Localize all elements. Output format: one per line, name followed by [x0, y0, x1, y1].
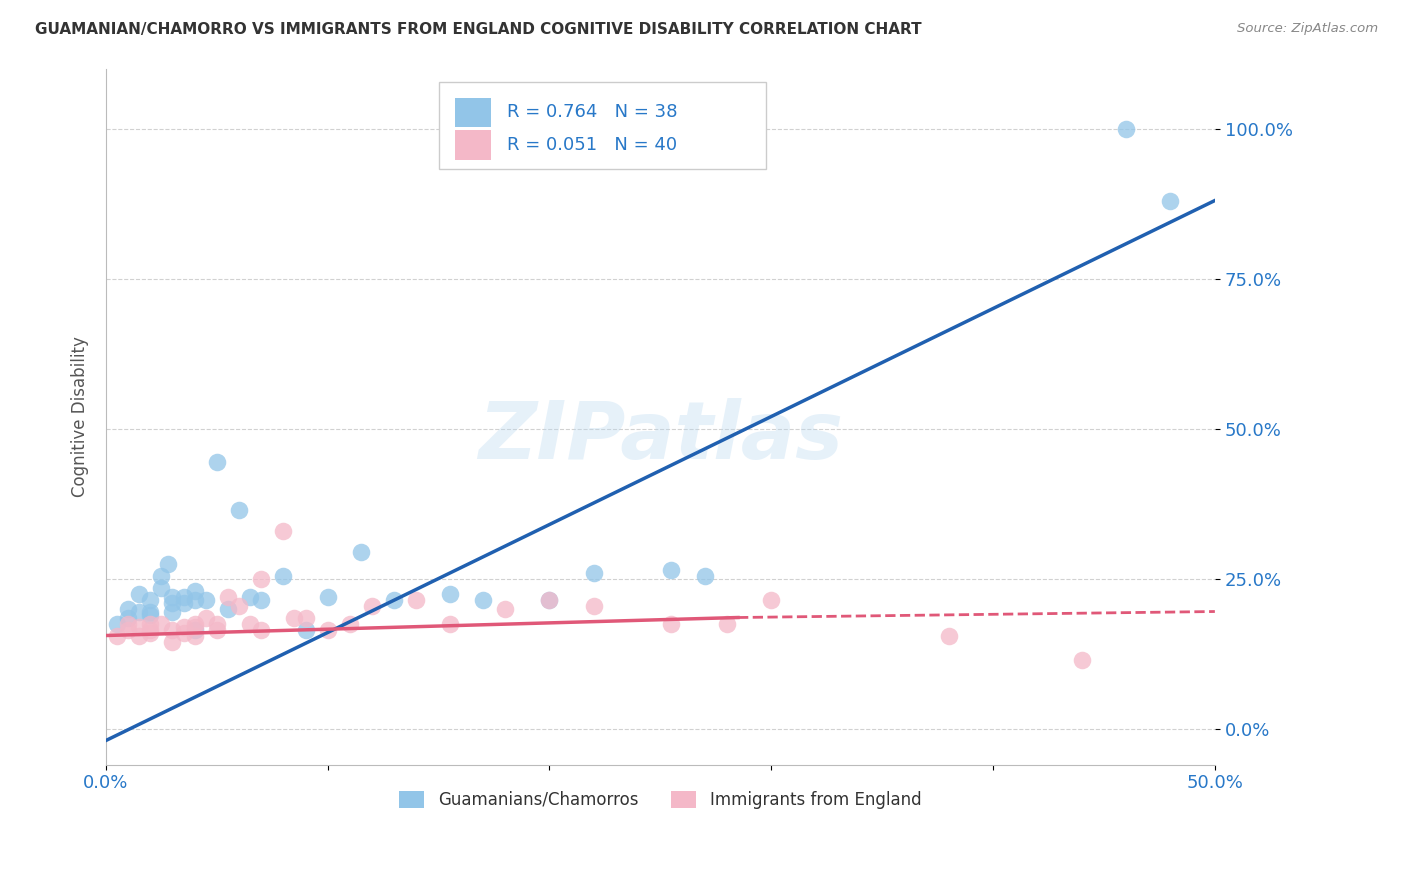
Y-axis label: Cognitive Disability: Cognitive Disability: [72, 336, 89, 497]
Point: [405, 592, 427, 607]
Point: [661, 616, 683, 631]
Point: [162, 590, 184, 604]
Point: [283, 610, 305, 624]
Point: [139, 616, 162, 631]
Point: [471, 592, 494, 607]
Point: [205, 616, 228, 631]
Point: [162, 623, 184, 637]
Legend: Guamanians/Chamorros, Immigrants from England: Guamanians/Chamorros, Immigrants from En…: [392, 784, 928, 815]
Point: [150, 581, 173, 595]
FancyBboxPatch shape: [456, 130, 491, 160]
Point: [1160, 194, 1182, 208]
Point: [128, 605, 150, 619]
Point: [105, 616, 128, 631]
Point: [183, 616, 205, 631]
Point: [582, 566, 605, 580]
Point: [173, 625, 195, 640]
Point: [228, 502, 250, 516]
Point: [128, 619, 150, 633]
Point: [128, 586, 150, 600]
Point: [273, 524, 295, 538]
Text: R = 0.764   N = 38: R = 0.764 N = 38: [508, 103, 678, 121]
Point: [183, 623, 205, 637]
Point: [173, 619, 195, 633]
Point: [183, 619, 205, 633]
Point: [582, 599, 605, 613]
Point: [316, 623, 339, 637]
Text: ZIPatlas: ZIPatlas: [478, 399, 842, 476]
FancyBboxPatch shape: [456, 98, 491, 127]
Point: [538, 592, 561, 607]
Point: [250, 592, 273, 607]
Point: [194, 592, 217, 607]
Point: [162, 634, 184, 648]
Point: [294, 610, 316, 624]
Point: [716, 616, 738, 631]
Point: [250, 623, 273, 637]
Point: [205, 623, 228, 637]
Text: GUAMANIAN/CHAMORRO VS IMMIGRANTS FROM ENGLAND COGNITIVE DISABILITY CORRELATION C: GUAMANIAN/CHAMORRO VS IMMIGRANTS FROM EN…: [35, 22, 922, 37]
Point: [128, 628, 150, 642]
Point: [139, 623, 162, 637]
Point: [661, 562, 683, 576]
Point: [150, 616, 173, 631]
Point: [217, 601, 239, 615]
Point: [162, 595, 184, 609]
Point: [761, 592, 783, 607]
Point: [273, 568, 295, 582]
Point: [316, 590, 339, 604]
Point: [538, 592, 561, 607]
Point: [1115, 121, 1137, 136]
Point: [183, 583, 205, 598]
Text: Source: ZipAtlas.com: Source: ZipAtlas.com: [1237, 22, 1378, 36]
Point: [439, 586, 461, 600]
Point: [494, 601, 516, 615]
Point: [217, 590, 239, 604]
Point: [294, 623, 316, 637]
FancyBboxPatch shape: [439, 82, 766, 169]
Point: [938, 628, 960, 642]
Point: [194, 610, 217, 624]
Point: [150, 568, 173, 582]
Point: [183, 592, 205, 607]
Point: [350, 544, 373, 558]
Point: [439, 616, 461, 631]
Point: [105, 628, 128, 642]
Point: [117, 623, 139, 637]
Point: [183, 628, 205, 642]
Point: [173, 590, 195, 604]
Text: R = 0.051   N = 40: R = 0.051 N = 40: [508, 136, 678, 154]
Point: [250, 572, 273, 586]
Point: [239, 590, 262, 604]
Point: [382, 592, 405, 607]
Point: [205, 454, 228, 468]
Point: [361, 599, 384, 613]
Point: [139, 607, 162, 622]
Point: [139, 592, 162, 607]
Point: [117, 610, 139, 624]
Point: [173, 595, 195, 609]
Point: [117, 616, 139, 631]
Point: [228, 599, 250, 613]
Point: [139, 625, 162, 640]
Point: [1070, 652, 1092, 666]
Point: [693, 568, 716, 582]
Point: [239, 616, 262, 631]
Point: [339, 616, 361, 631]
Point: [162, 605, 184, 619]
Point: [117, 601, 139, 615]
Point: [156, 557, 179, 571]
Point: [139, 605, 162, 619]
